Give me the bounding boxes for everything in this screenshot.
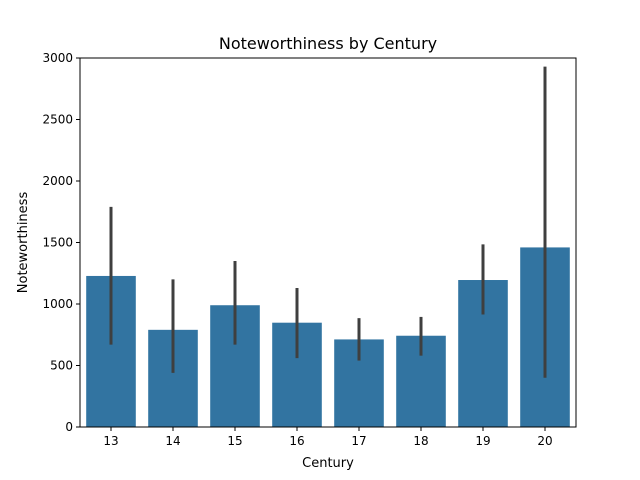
error-bars-group — [109, 66, 547, 378]
x-axis: 13 14 15 16 17 18 19 20 — [103, 427, 553, 448]
y-tick-label-3000: 3000 — [42, 51, 73, 65]
y-tick-label-500: 500 — [50, 359, 73, 373]
x-tick-label-17: 17 — [351, 434, 366, 448]
x-axis-label: Century — [302, 456, 354, 471]
y-axis-label: Noteworthiness — [16, 192, 31, 294]
x-tick-label-20: 20 — [537, 434, 552, 448]
bars-group — [86, 247, 570, 427]
y-tick-label-1000: 1000 — [42, 297, 73, 311]
x-tick-label-19: 19 — [475, 434, 490, 448]
y-axis: 0 500 1000 1500 2000 2500 3000 — [42, 51, 80, 434]
y-tick-label-0: 0 — [65, 420, 73, 434]
x-tick-label-18: 18 — [413, 434, 428, 448]
y-tick-label-2000: 2000 — [42, 174, 73, 188]
x-tick-label-14: 14 — [165, 434, 180, 448]
x-tick-label-16: 16 — [289, 434, 304, 448]
y-tick-label-2500: 2500 — [42, 113, 73, 127]
x-tick-label-13: 13 — [103, 434, 118, 448]
x-tick-label-15: 15 — [227, 434, 242, 448]
chart-title: Noteworthiness by Century — [219, 34, 437, 53]
y-tick-label-1500: 1500 — [42, 236, 73, 250]
